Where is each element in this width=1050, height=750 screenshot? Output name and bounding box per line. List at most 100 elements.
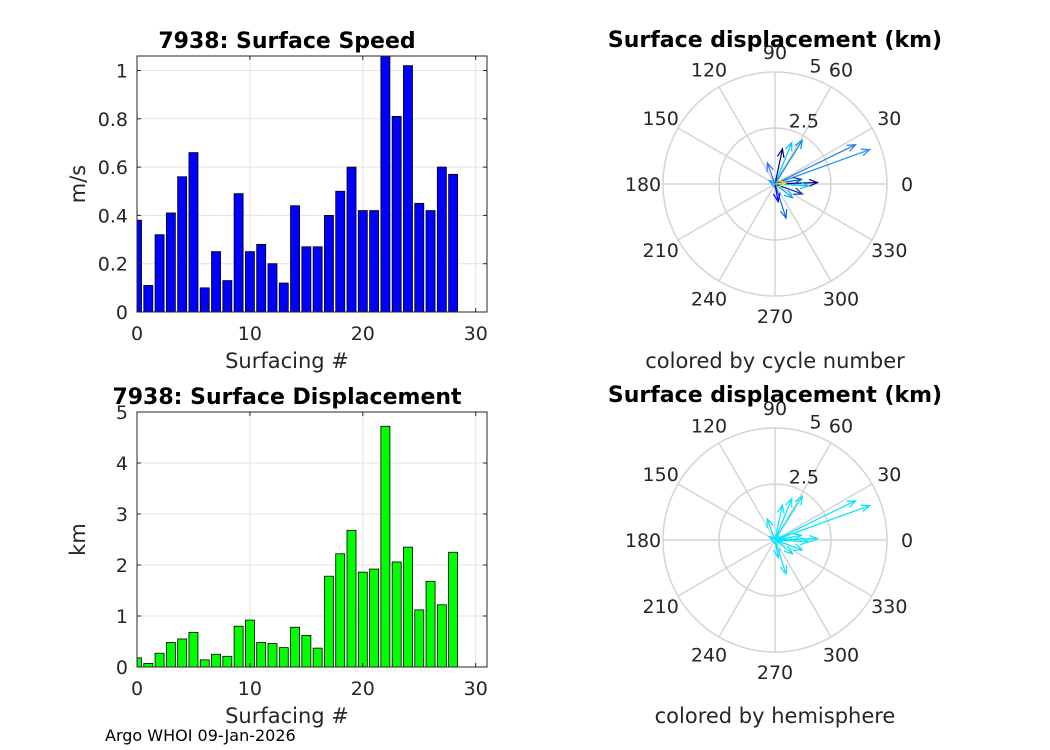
bar xyxy=(211,251,221,312)
bars xyxy=(137,425,459,667)
arrow-shaft xyxy=(774,139,803,185)
bar xyxy=(177,176,188,312)
angle-label: 150 xyxy=(643,464,679,486)
chart-title: Surface displacement (km) xyxy=(608,28,942,53)
tick-label-y: 1 xyxy=(116,60,128,82)
y-axis-label: km xyxy=(66,523,90,556)
polar-spoke xyxy=(677,483,776,541)
arrow-shaft xyxy=(774,539,787,575)
displacement-arrow xyxy=(774,539,788,576)
bar xyxy=(312,246,323,312)
arrow-head xyxy=(772,548,781,560)
bar xyxy=(188,152,199,312)
displacement-arrow xyxy=(774,144,857,185)
bar xyxy=(380,56,391,312)
angle-label: 180 xyxy=(625,530,661,552)
polar-spoke xyxy=(774,183,832,282)
bar xyxy=(233,193,244,312)
displacement-arrow xyxy=(772,183,781,204)
bar xyxy=(267,263,278,312)
bar xyxy=(369,210,380,312)
arrow-shaft xyxy=(774,142,793,185)
bar xyxy=(199,287,210,312)
polar-spoke xyxy=(774,127,873,185)
tick-label-x: 10 xyxy=(238,323,262,345)
bar xyxy=(143,663,154,667)
bar xyxy=(290,626,300,667)
tick-label-x: 20 xyxy=(351,323,375,345)
tick-label-y: 0.6 xyxy=(98,157,128,179)
polar-spoke xyxy=(774,539,832,638)
arrow-head xyxy=(793,543,804,551)
arrow-head xyxy=(860,504,872,512)
bar xyxy=(222,280,233,312)
arrow-shaft xyxy=(766,518,776,541)
arrow-head xyxy=(767,535,779,545)
angle-label: 240 xyxy=(691,644,727,666)
arrow-head xyxy=(779,565,788,576)
displacement-arrow xyxy=(774,539,794,555)
bar xyxy=(403,65,413,312)
arrow-head xyxy=(772,192,781,204)
displacement-arrow xyxy=(774,140,793,185)
angle-label: 180 xyxy=(625,174,661,196)
tick-label-y: 4 xyxy=(116,453,128,475)
arrow-shaft xyxy=(774,498,793,541)
displacement-arrow xyxy=(774,183,788,220)
tick-label-y: 5 xyxy=(116,402,128,424)
chart-title: Surface displacement (km) xyxy=(608,383,942,408)
chart-title: 7938: Surface Displacement xyxy=(112,385,462,410)
polar-spoke xyxy=(774,539,873,597)
arrow-head xyxy=(785,140,793,152)
arrow-head xyxy=(799,181,811,190)
polar-spoke xyxy=(774,442,832,541)
arrow-shaft xyxy=(774,183,779,202)
angle-label: 210 xyxy=(643,596,679,618)
bar xyxy=(436,604,447,667)
chart-title: 7938: Surface Speed xyxy=(158,29,415,54)
displacement-arrow xyxy=(774,138,804,185)
arrow-head xyxy=(860,148,872,156)
bar xyxy=(233,625,244,667)
arrow-head xyxy=(783,189,794,199)
bar xyxy=(346,166,357,312)
bar xyxy=(391,115,402,312)
bar xyxy=(199,659,210,667)
tick-label-x: 30 xyxy=(464,323,488,345)
tick-label-x: 10 xyxy=(238,678,262,700)
angle-label: 30 xyxy=(877,108,901,130)
chart-caption: colored by cycle number xyxy=(645,349,905,373)
bar xyxy=(211,653,221,667)
displacement-arrow xyxy=(772,539,781,560)
bar xyxy=(357,571,368,667)
tick-label-x: 0 xyxy=(131,323,143,345)
arrow-shaft xyxy=(774,504,870,541)
bar xyxy=(335,553,346,667)
bar xyxy=(143,285,154,312)
arrow-shaft xyxy=(774,144,856,185)
polar-spoke xyxy=(718,442,776,541)
displacement-arrow xyxy=(774,147,785,185)
bar xyxy=(425,210,436,312)
arrow-shaft xyxy=(774,539,779,558)
arrow-head xyxy=(808,534,820,543)
bar xyxy=(290,205,300,312)
bar xyxy=(312,647,323,667)
bar xyxy=(414,202,425,312)
bar xyxy=(278,282,289,312)
arrow-head xyxy=(799,537,811,546)
arrow-shaft xyxy=(774,539,803,551)
displacement-arrow xyxy=(774,181,811,190)
polar-spoke xyxy=(774,483,873,541)
bar xyxy=(357,210,368,312)
angle-label: 330 xyxy=(871,596,907,618)
angle-label: 300 xyxy=(823,288,859,310)
arrow-shaft xyxy=(774,539,794,555)
arrow-head xyxy=(792,532,804,541)
displacement-arrow xyxy=(774,539,804,551)
polar-spoke xyxy=(677,127,776,185)
footer-label: Argo WHOI 09-Jan-2026 xyxy=(105,726,296,745)
chart-caption: colored by hemisphere xyxy=(655,704,896,728)
